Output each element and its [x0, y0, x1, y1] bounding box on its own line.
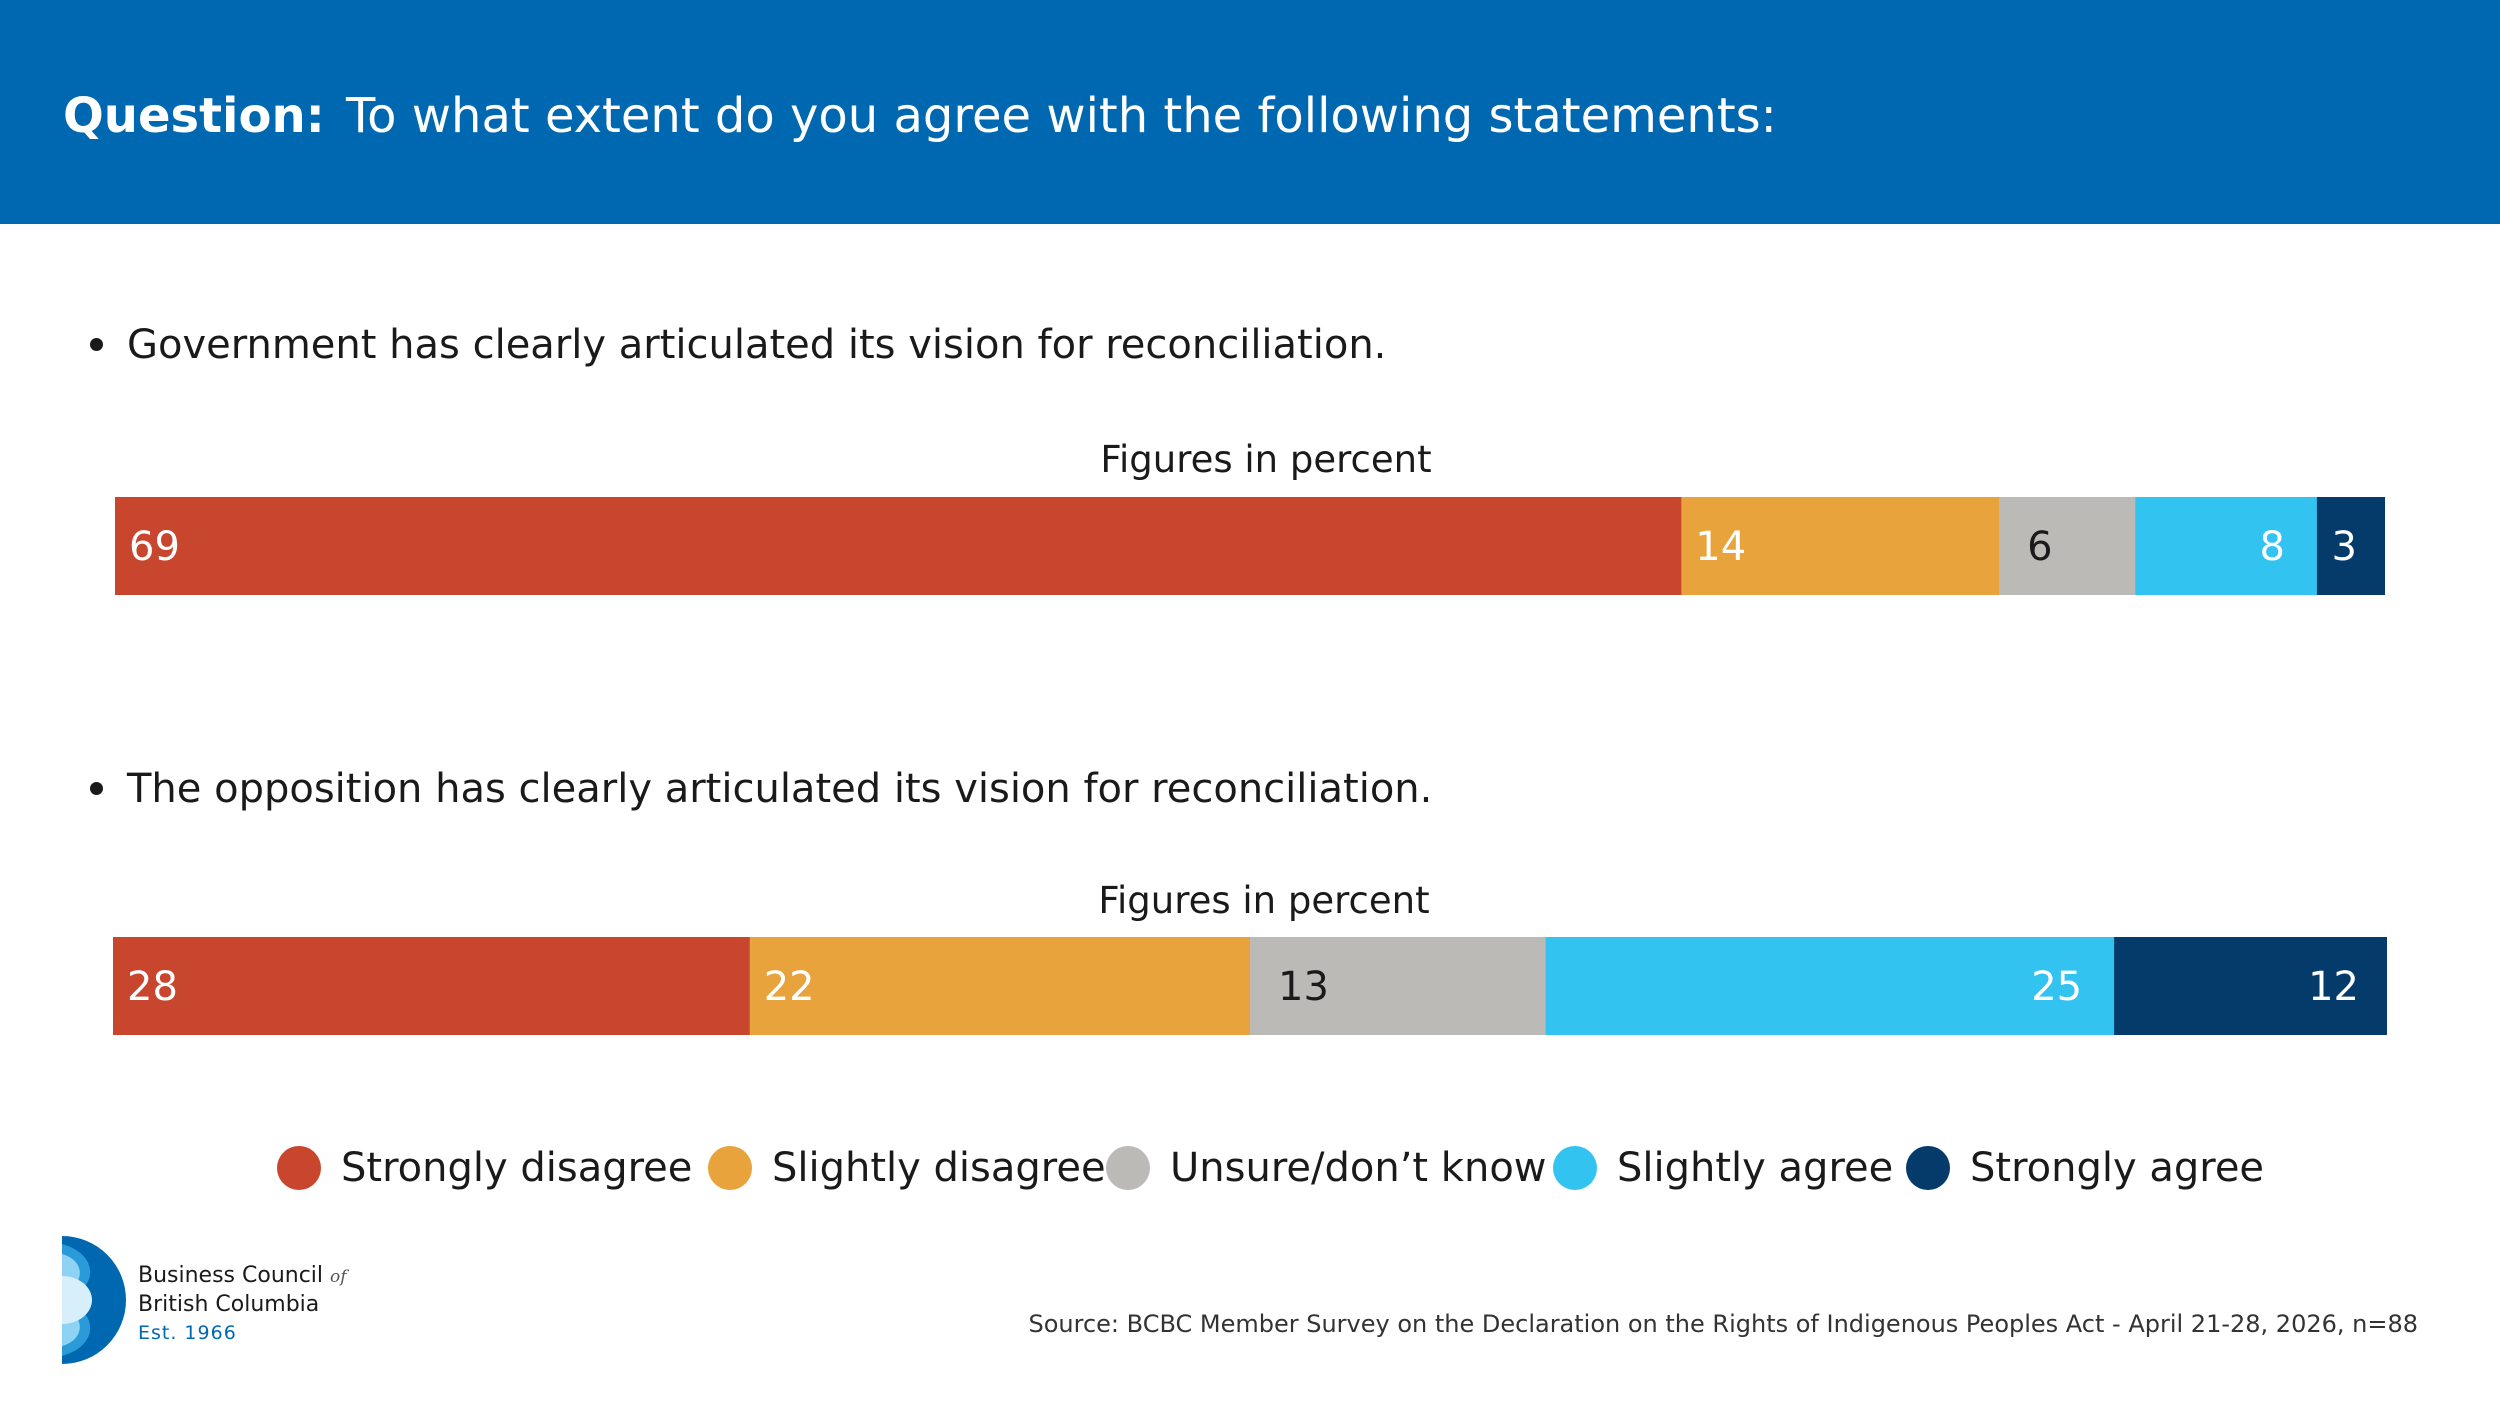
bar-segment-strongly-disagree: [115, 497, 1682, 595]
question-header: Question: To what extent do you agree wi…: [0, 0, 2500, 224]
statement-2: The opposition has clearly articulated i…: [90, 766, 1432, 812]
bar-segment-slightly-agree: [2135, 497, 2318, 595]
question-text: To what extent do you agree with the fol…: [346, 88, 1777, 144]
legend-item-unsure: Unsure/don’t know: [1106, 1145, 1547, 1191]
logo-wordmark: Business Council of British Columbia Est…: [138, 1262, 347, 1347]
data-label-unsure: 6: [2027, 524, 2052, 570]
legend-item-strongly-disagree: Strongly disagree: [277, 1145, 692, 1191]
statement-2-text: The opposition has clearly articulated i…: [127, 766, 1433, 812]
chart-2-subtitle: Figures in percent: [1098, 879, 1430, 922]
legend-label: Strongly disagree: [341, 1145, 693, 1191]
data-label-unsure: 13: [1278, 964, 1329, 1010]
logo-line-1: Business Council: [138, 1263, 324, 1288]
legend-item-slightly-disagree: Slightly disagree: [708, 1145, 1106, 1191]
statement-1-text: Government has clearly articulated its v…: [127, 322, 1387, 368]
logo-line-2: British Columbia: [138, 1292, 320, 1317]
legend-swatch: [277, 1146, 321, 1190]
stacked-bar-chart-1: 69 14 6 8 3: [115, 497, 2385, 595]
question-label: Question:: [63, 88, 325, 144]
source-note: Source: BCBC Member Survey on the Declar…: [1028, 1310, 2419, 1338]
legend-label: Slightly disagree: [772, 1145, 1106, 1191]
bar-segment-unsure: [1999, 497, 2136, 595]
data-label-strongly-agree: 12: [2308, 964, 2359, 1010]
data-label-slightly-disagree: 22: [764, 964, 815, 1010]
bar-segment-slightly-agree: [1545, 937, 2115, 1035]
data-label-slightly-disagree: 14: [1695, 524, 1746, 570]
bar-segment-strongly-disagree: [113, 937, 751, 1035]
legend-label: Slightly agree: [1617, 1145, 1894, 1191]
stacked-bar-chart-2: 28 22 13 25 12: [113, 937, 2387, 1035]
legend-swatch: [1553, 1146, 1597, 1190]
bar-segment-strongly-agree: [2114, 937, 2387, 1035]
data-label-strongly-disagree: 28: [127, 964, 178, 1010]
chart-1-subtitle: Figures in percent: [1100, 438, 1432, 481]
legend-swatch: [708, 1146, 752, 1190]
legend-item-strongly-agree: Strongly agree: [1906, 1145, 2264, 1191]
data-label-strongly-agree: 3: [2332, 524, 2357, 570]
bar-segment-slightly-disagree: [749, 937, 1251, 1035]
data-label-strongly-disagree: 69: [129, 524, 180, 570]
data-label-slightly-agree: 25: [2031, 964, 2082, 1010]
bcbc-logo-icon: [62, 1236, 126, 1364]
legend-swatch: [1106, 1146, 1150, 1190]
bar-segment-slightly-disagree: [1681, 497, 2000, 595]
legend-label: Unsure/don’t know: [1170, 1145, 1547, 1191]
bar-segment-unsure: [1250, 937, 1547, 1035]
bullet-icon: [90, 337, 103, 351]
legend-swatch: [1906, 1146, 1950, 1190]
logo-of: of: [330, 1267, 347, 1287]
bar-segment-strongly-agree: [2316, 497, 2385, 595]
statement-1: Government has clearly articulated its v…: [90, 322, 1386, 368]
bullet-icon: [90, 781, 103, 795]
legend-item-slightly-agree: Slightly agree: [1553, 1145, 1893, 1191]
legend-label: Strongly agree: [1970, 1145, 2265, 1191]
logo-established: Est. 1966: [138, 1322, 237, 1344]
data-label-slightly-agree: 8: [2259, 524, 2284, 570]
